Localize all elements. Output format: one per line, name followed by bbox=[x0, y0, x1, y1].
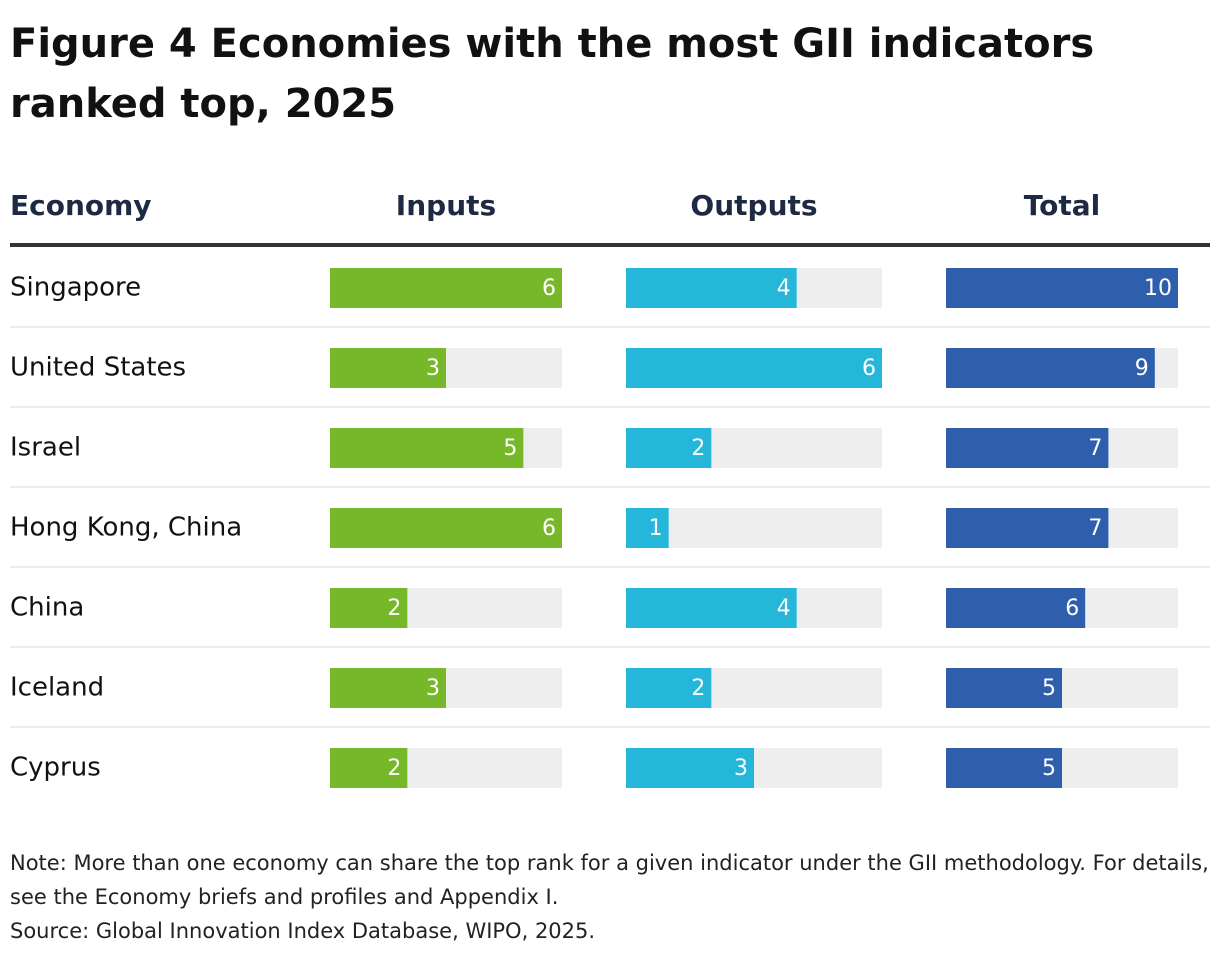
value-label: 9 bbox=[1135, 356, 1149, 381]
bar bbox=[626, 428, 712, 468]
bar bbox=[626, 668, 712, 708]
notes: Note: More than one economy can share th… bbox=[10, 846, 1215, 948]
value-label: 5 bbox=[503, 436, 517, 461]
value-label: 1 bbox=[649, 516, 663, 541]
bar bbox=[946, 268, 1178, 308]
column-header: Total bbox=[1024, 189, 1101, 222]
chart-title: Figure 4 Economies with the most GII ind… bbox=[10, 21, 1095, 127]
bar bbox=[946, 668, 1062, 708]
value-label: 7 bbox=[1088, 436, 1102, 461]
source: Source: Global Innovation Index Database… bbox=[10, 919, 596, 943]
row-label: China bbox=[10, 593, 84, 623]
value-label: 10 bbox=[1144, 276, 1172, 301]
column-header: Inputs bbox=[396, 189, 496, 222]
row-label: Iceland bbox=[10, 673, 104, 703]
bar bbox=[946, 508, 1109, 548]
value-label: 2 bbox=[387, 756, 401, 781]
row-label: Cyprus bbox=[10, 753, 101, 783]
row-label: United States bbox=[10, 353, 186, 383]
value-label: 3 bbox=[426, 356, 440, 381]
value-label: 4 bbox=[777, 596, 791, 621]
bar bbox=[946, 428, 1109, 468]
bar bbox=[330, 508, 562, 548]
value-label: 5 bbox=[1042, 676, 1056, 701]
value-label: 4 bbox=[777, 276, 791, 301]
row-label: Hong Kong, China bbox=[10, 513, 242, 543]
column-header: Economy bbox=[10, 189, 152, 222]
value-label: 6 bbox=[1065, 596, 1079, 621]
row-label: Israel bbox=[10, 433, 81, 463]
bar bbox=[330, 428, 524, 468]
value-label: 7 bbox=[1088, 516, 1102, 541]
value-label: 2 bbox=[387, 596, 401, 621]
row-label: Singapore bbox=[10, 273, 141, 303]
bar bbox=[626, 348, 882, 388]
value-label: 2 bbox=[691, 676, 705, 701]
bar bbox=[946, 348, 1155, 388]
bar bbox=[626, 748, 754, 788]
value-label: 6 bbox=[862, 356, 876, 381]
note: Note: More than one economy can share th… bbox=[10, 851, 1209, 909]
value-label: 5 bbox=[1042, 756, 1056, 781]
bar bbox=[946, 588, 1086, 628]
bar bbox=[946, 748, 1062, 788]
bar bbox=[330, 348, 446, 388]
bar bbox=[626, 588, 797, 628]
value-label: 6 bbox=[542, 276, 556, 301]
bar bbox=[330, 668, 446, 708]
bar bbox=[330, 268, 562, 308]
bar bbox=[330, 748, 408, 788]
value-label: 3 bbox=[426, 676, 440, 701]
chart: Economy Inputs Outputs Total Singapore 6 4 10 U… bbox=[10, 189, 1210, 788]
column-header: Outputs bbox=[690, 189, 817, 222]
bar bbox=[330, 588, 408, 628]
bar bbox=[626, 268, 797, 308]
value-label: 3 bbox=[734, 756, 748, 781]
value-label: 6 bbox=[542, 516, 556, 541]
value-label: 2 bbox=[691, 436, 705, 461]
bar bbox=[626, 508, 669, 548]
